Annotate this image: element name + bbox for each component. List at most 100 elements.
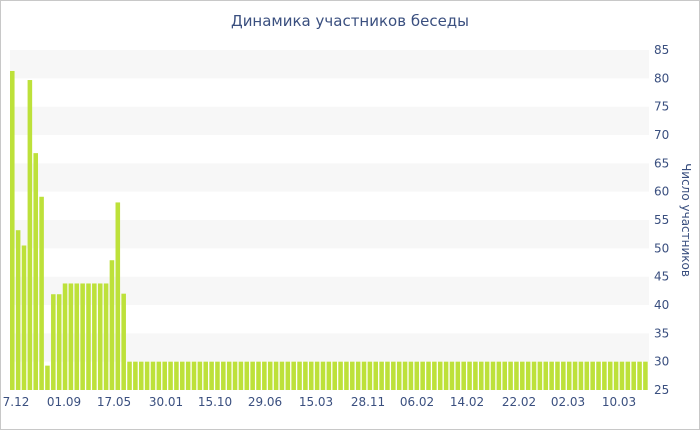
background-band xyxy=(10,163,649,192)
bar xyxy=(350,361,355,390)
bar xyxy=(414,361,420,390)
bar xyxy=(643,361,648,390)
bar xyxy=(432,361,437,390)
bar xyxy=(244,361,250,390)
bar xyxy=(478,361,484,390)
bar xyxy=(584,361,590,390)
bar xyxy=(68,283,74,390)
bar xyxy=(514,361,519,390)
bar xyxy=(103,283,109,390)
bar xyxy=(150,361,156,390)
bar xyxy=(180,361,185,390)
bar xyxy=(56,294,62,390)
y-tick-label: 40 xyxy=(654,298,669,312)
bar xyxy=(138,361,144,390)
bar xyxy=(426,361,431,390)
bar xyxy=(326,361,332,390)
chart-title: Динамика участников беседы xyxy=(230,12,470,30)
bar xyxy=(127,361,132,390)
bar xyxy=(168,361,173,390)
y-axis-ticks: 25 30 35 40 45 50 55 60 65 70 75 80 85 xyxy=(654,43,669,397)
bar xyxy=(566,361,572,390)
bar xyxy=(80,283,85,390)
background-band xyxy=(10,50,649,79)
y-tick-label: 75 xyxy=(654,100,669,114)
bar xyxy=(525,361,531,390)
bar xyxy=(285,361,291,390)
bar xyxy=(596,361,601,390)
bar xyxy=(373,361,379,390)
background-band xyxy=(10,135,649,164)
bar xyxy=(97,283,103,390)
background-band xyxy=(10,248,649,277)
bar xyxy=(344,361,349,390)
bar xyxy=(308,361,314,390)
y-tick-label: 80 xyxy=(654,71,669,85)
bar xyxy=(607,361,613,390)
x-tick-label: 10.03 xyxy=(602,395,636,409)
bar xyxy=(291,361,296,390)
bar xyxy=(10,70,15,390)
bar xyxy=(537,361,543,390)
bar xyxy=(613,361,619,390)
x-tick-label: 02.03 xyxy=(551,395,585,409)
bar xyxy=(21,245,27,390)
bar xyxy=(625,361,631,390)
bar xyxy=(443,361,449,390)
bar xyxy=(185,361,191,390)
bar xyxy=(133,361,138,390)
bar xyxy=(502,361,507,390)
bar xyxy=(62,283,68,390)
bar xyxy=(297,361,302,390)
bar xyxy=(267,361,273,390)
bar xyxy=(51,294,56,390)
y-tick-label: 85 xyxy=(654,43,669,57)
x-tick-label: 15.03 xyxy=(299,395,333,409)
y-tick-label: 30 xyxy=(654,355,669,369)
y-tick-label: 65 xyxy=(654,156,669,170)
bar xyxy=(191,361,197,390)
bar xyxy=(33,153,39,390)
y-tick-label: 25 xyxy=(654,383,669,397)
bar xyxy=(467,361,472,390)
bar xyxy=(115,202,121,390)
bar xyxy=(256,361,261,390)
background-band xyxy=(10,78,649,107)
bar xyxy=(197,361,203,390)
bar xyxy=(637,361,642,390)
y-tick-label: 55 xyxy=(654,213,669,227)
bar xyxy=(490,361,496,390)
bar xyxy=(232,361,238,390)
bar xyxy=(279,361,285,390)
background-band xyxy=(10,106,649,135)
bar xyxy=(461,361,466,390)
bar-series xyxy=(10,70,648,390)
bar xyxy=(484,361,490,390)
x-tick-label: 29.06 xyxy=(248,395,282,409)
bar xyxy=(602,361,607,390)
bar xyxy=(203,361,209,390)
bar xyxy=(508,361,513,390)
x-tick-label: 28.11 xyxy=(351,395,385,409)
bar xyxy=(92,283,97,390)
bar xyxy=(396,361,402,390)
x-tick-label: 30.01 xyxy=(149,395,183,409)
bar xyxy=(174,361,179,390)
bar xyxy=(631,361,636,390)
bar xyxy=(449,361,455,390)
bar xyxy=(162,361,167,390)
y-tick-label: 70 xyxy=(654,128,669,142)
bar xyxy=(250,361,255,390)
bar xyxy=(226,361,232,390)
bar xyxy=(15,230,21,390)
bar xyxy=(572,361,578,390)
bar xyxy=(391,361,396,390)
bar xyxy=(238,361,244,390)
bar xyxy=(121,293,126,390)
bar xyxy=(156,361,162,390)
bar xyxy=(496,361,502,390)
bar xyxy=(361,361,367,390)
x-tick-label: 01.09 xyxy=(47,395,81,409)
bar xyxy=(332,361,337,390)
bar xyxy=(209,361,214,390)
